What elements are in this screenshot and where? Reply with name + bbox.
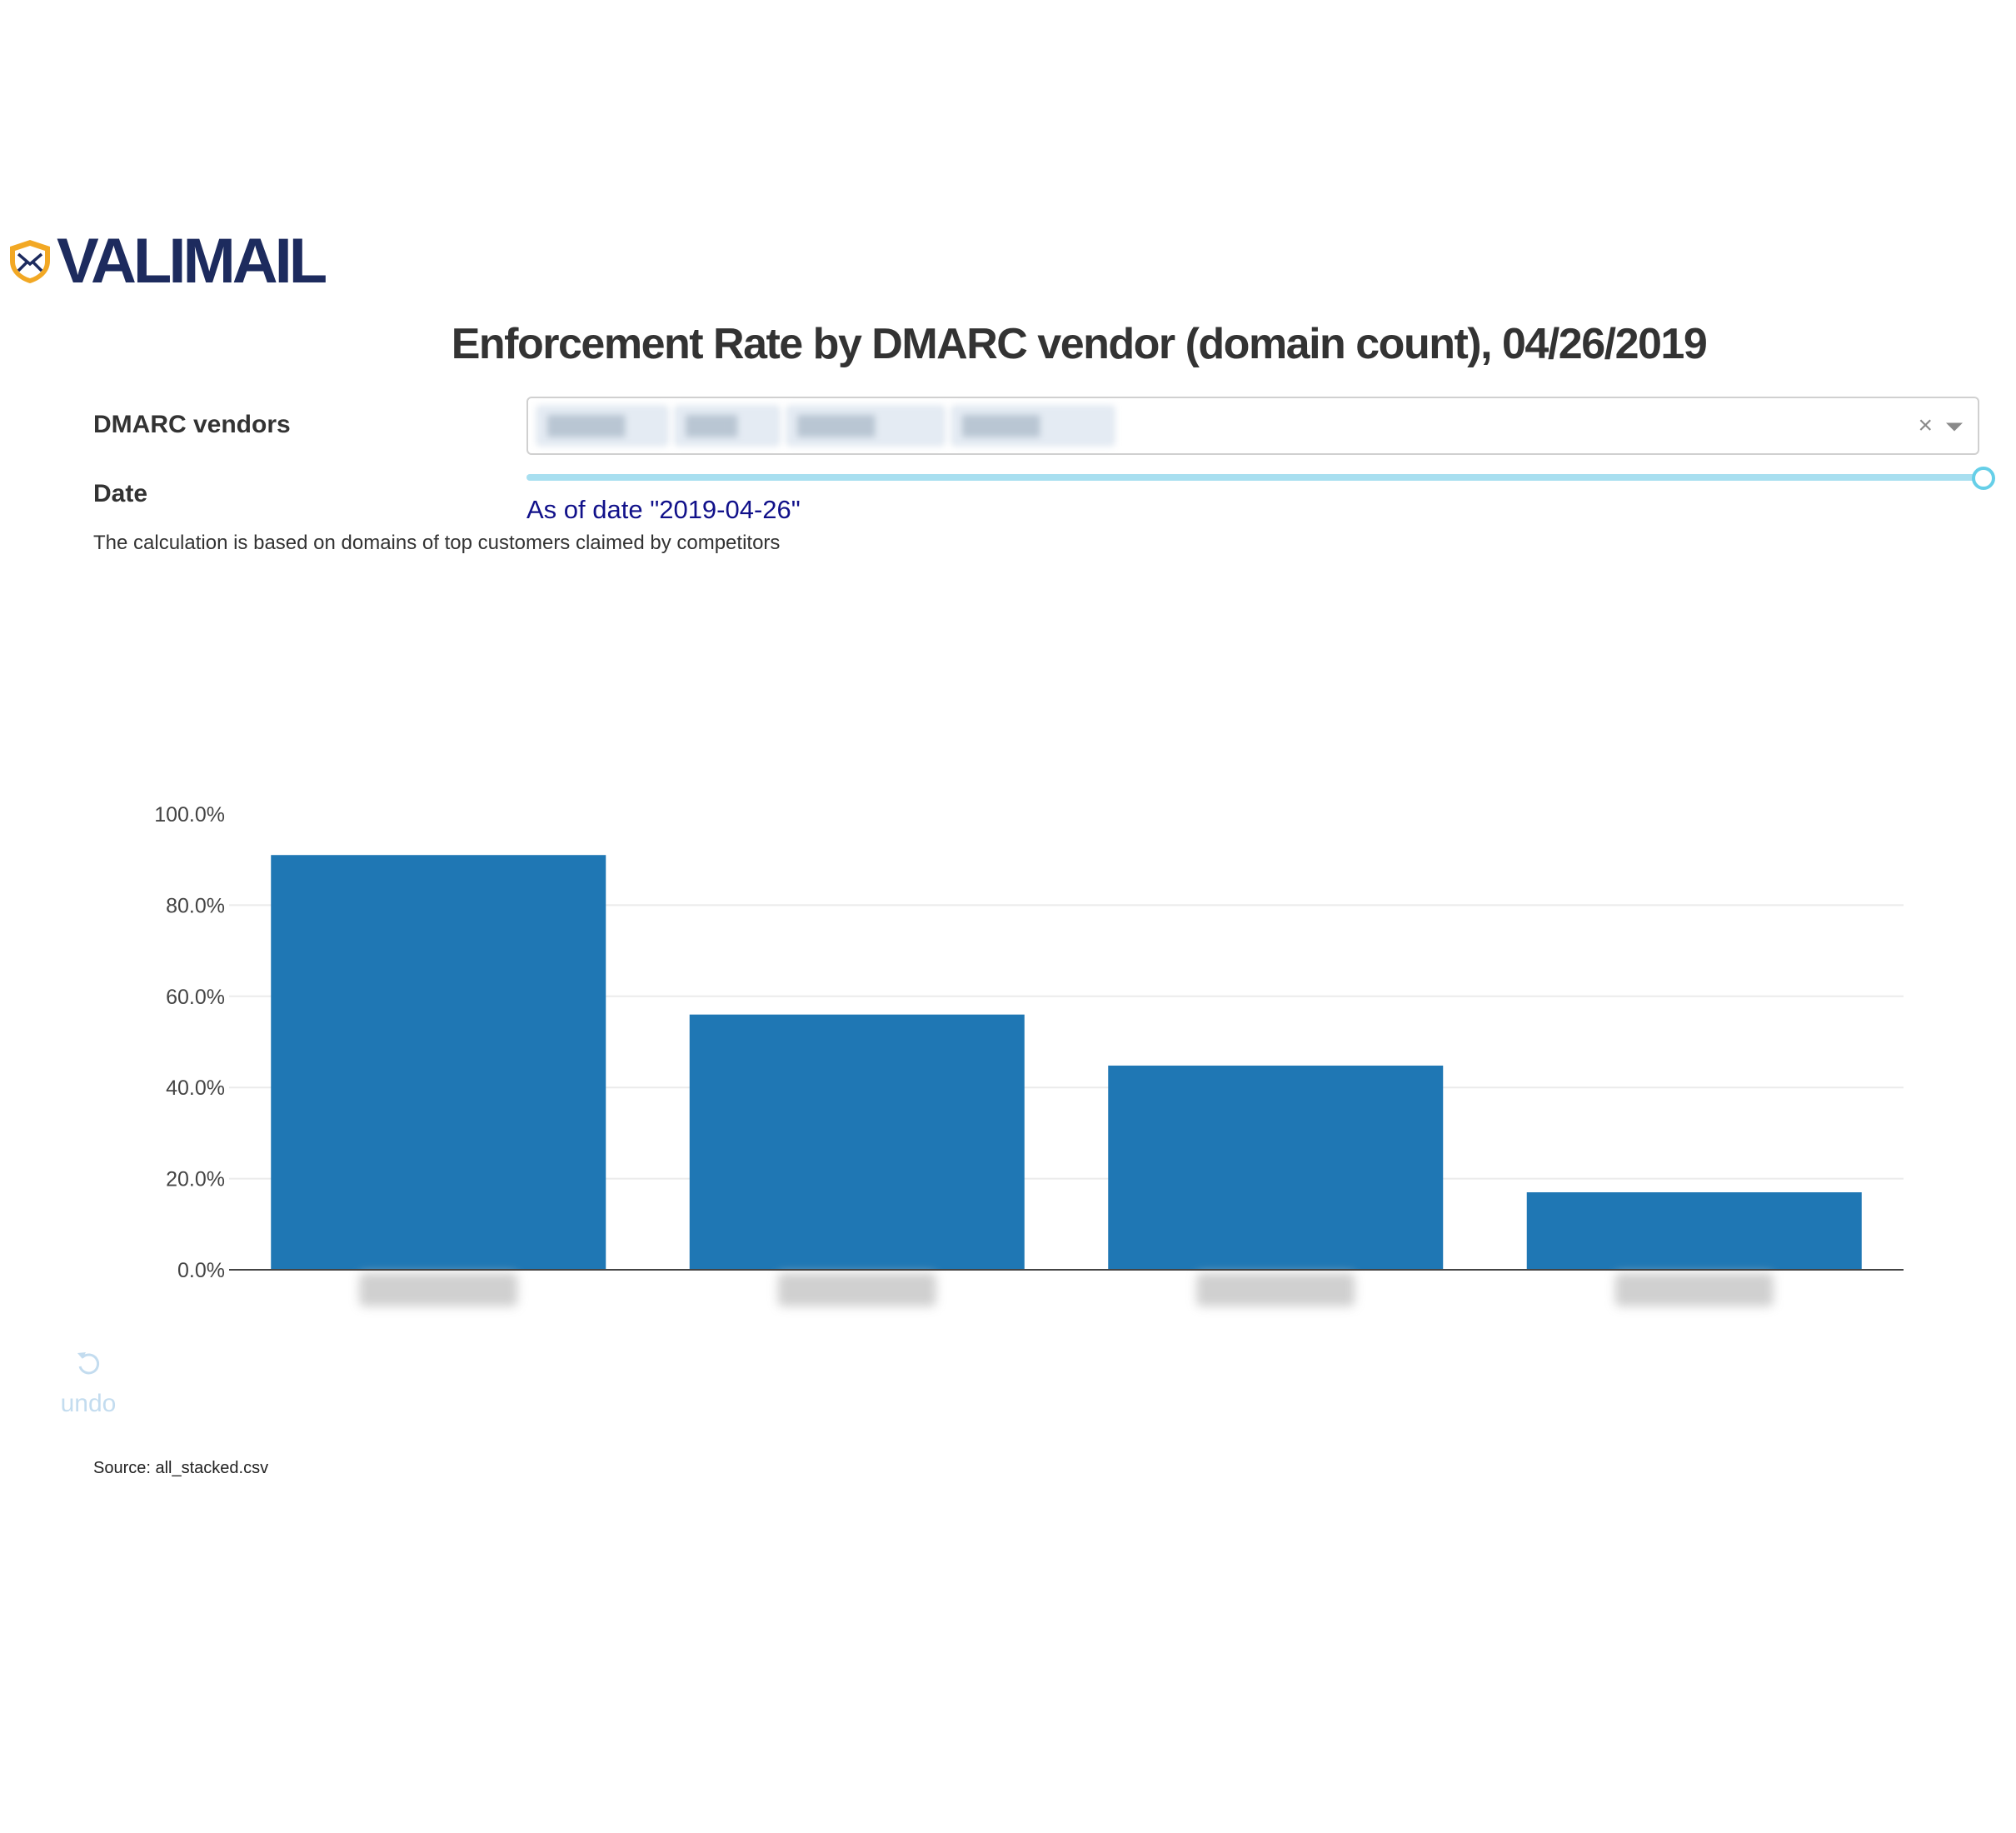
y-tick-label: 20.0% bbox=[166, 1168, 225, 1191]
undo-button[interactable]: undo bbox=[52, 1350, 125, 1418]
bar bbox=[271, 855, 606, 1270]
as-of-date-text: As of date "2019-04-26" bbox=[526, 495, 801, 524]
vendor-chip[interactable]: ██████ bbox=[786, 406, 945, 446]
y-tick-label: 40.0% bbox=[166, 1076, 225, 1100]
y-tick-label: 0.0% bbox=[177, 1259, 225, 1282]
y-tick-label: 60.0% bbox=[166, 986, 225, 1009]
shield-envelope-icon bbox=[10, 240, 50, 283]
clear-icon[interactable]: × bbox=[1918, 412, 1933, 439]
vendor-chips: ██████ ████ ██████ ██████ bbox=[536, 406, 1115, 446]
date-label: Date bbox=[93, 480, 148, 507]
page-title: Enforcement Rate by DMARC vendor (domain… bbox=[451, 320, 1708, 368]
valimail-logo: VALIMAIL bbox=[7, 226, 327, 297]
undo-label: undo bbox=[60, 1390, 117, 1417]
vendor-chip[interactable]: ██████ bbox=[951, 406, 1115, 446]
y-tick-label: 100.0% bbox=[154, 803, 225, 827]
chevron-down-icon[interactable] bbox=[1946, 422, 1963, 432]
vendor-multiselect[interactable]: ██████ ████ ██████ ██████ × bbox=[526, 397, 1979, 455]
calculation-note: The calculation is based on domains of t… bbox=[93, 532, 781, 554]
x-tick-label-redacted bbox=[359, 1273, 518, 1306]
vendor-chip[interactable]: ██████ bbox=[536, 406, 668, 446]
y-tick-label: 80.0% bbox=[166, 894, 225, 917]
date-slider-track[interactable] bbox=[526, 474, 1979, 481]
undo-icon bbox=[77, 1352, 100, 1375]
x-tick-label-redacted bbox=[1614, 1273, 1774, 1306]
vendors-label: DMARC vendors bbox=[93, 411, 291, 438]
enforcement-bar-chart: 0.0% 20.0% 40.0% 60.0% 80.0% 100.0% bbox=[154, 803, 1904, 1306]
vendor-chip[interactable]: ████ bbox=[675, 406, 780, 446]
bar bbox=[689, 1014, 1025, 1270]
source-note: Source: all_stacked.csv bbox=[93, 1459, 269, 1477]
x-tick-label-redacted bbox=[1196, 1273, 1355, 1306]
logo-wordmark: VALIMAIL bbox=[57, 226, 327, 297]
bar bbox=[1526, 1192, 1862, 1270]
date-slider-handle[interactable] bbox=[1972, 467, 1995, 490]
x-tick-label-redacted bbox=[777, 1273, 936, 1306]
bar bbox=[1108, 1065, 1444, 1270]
